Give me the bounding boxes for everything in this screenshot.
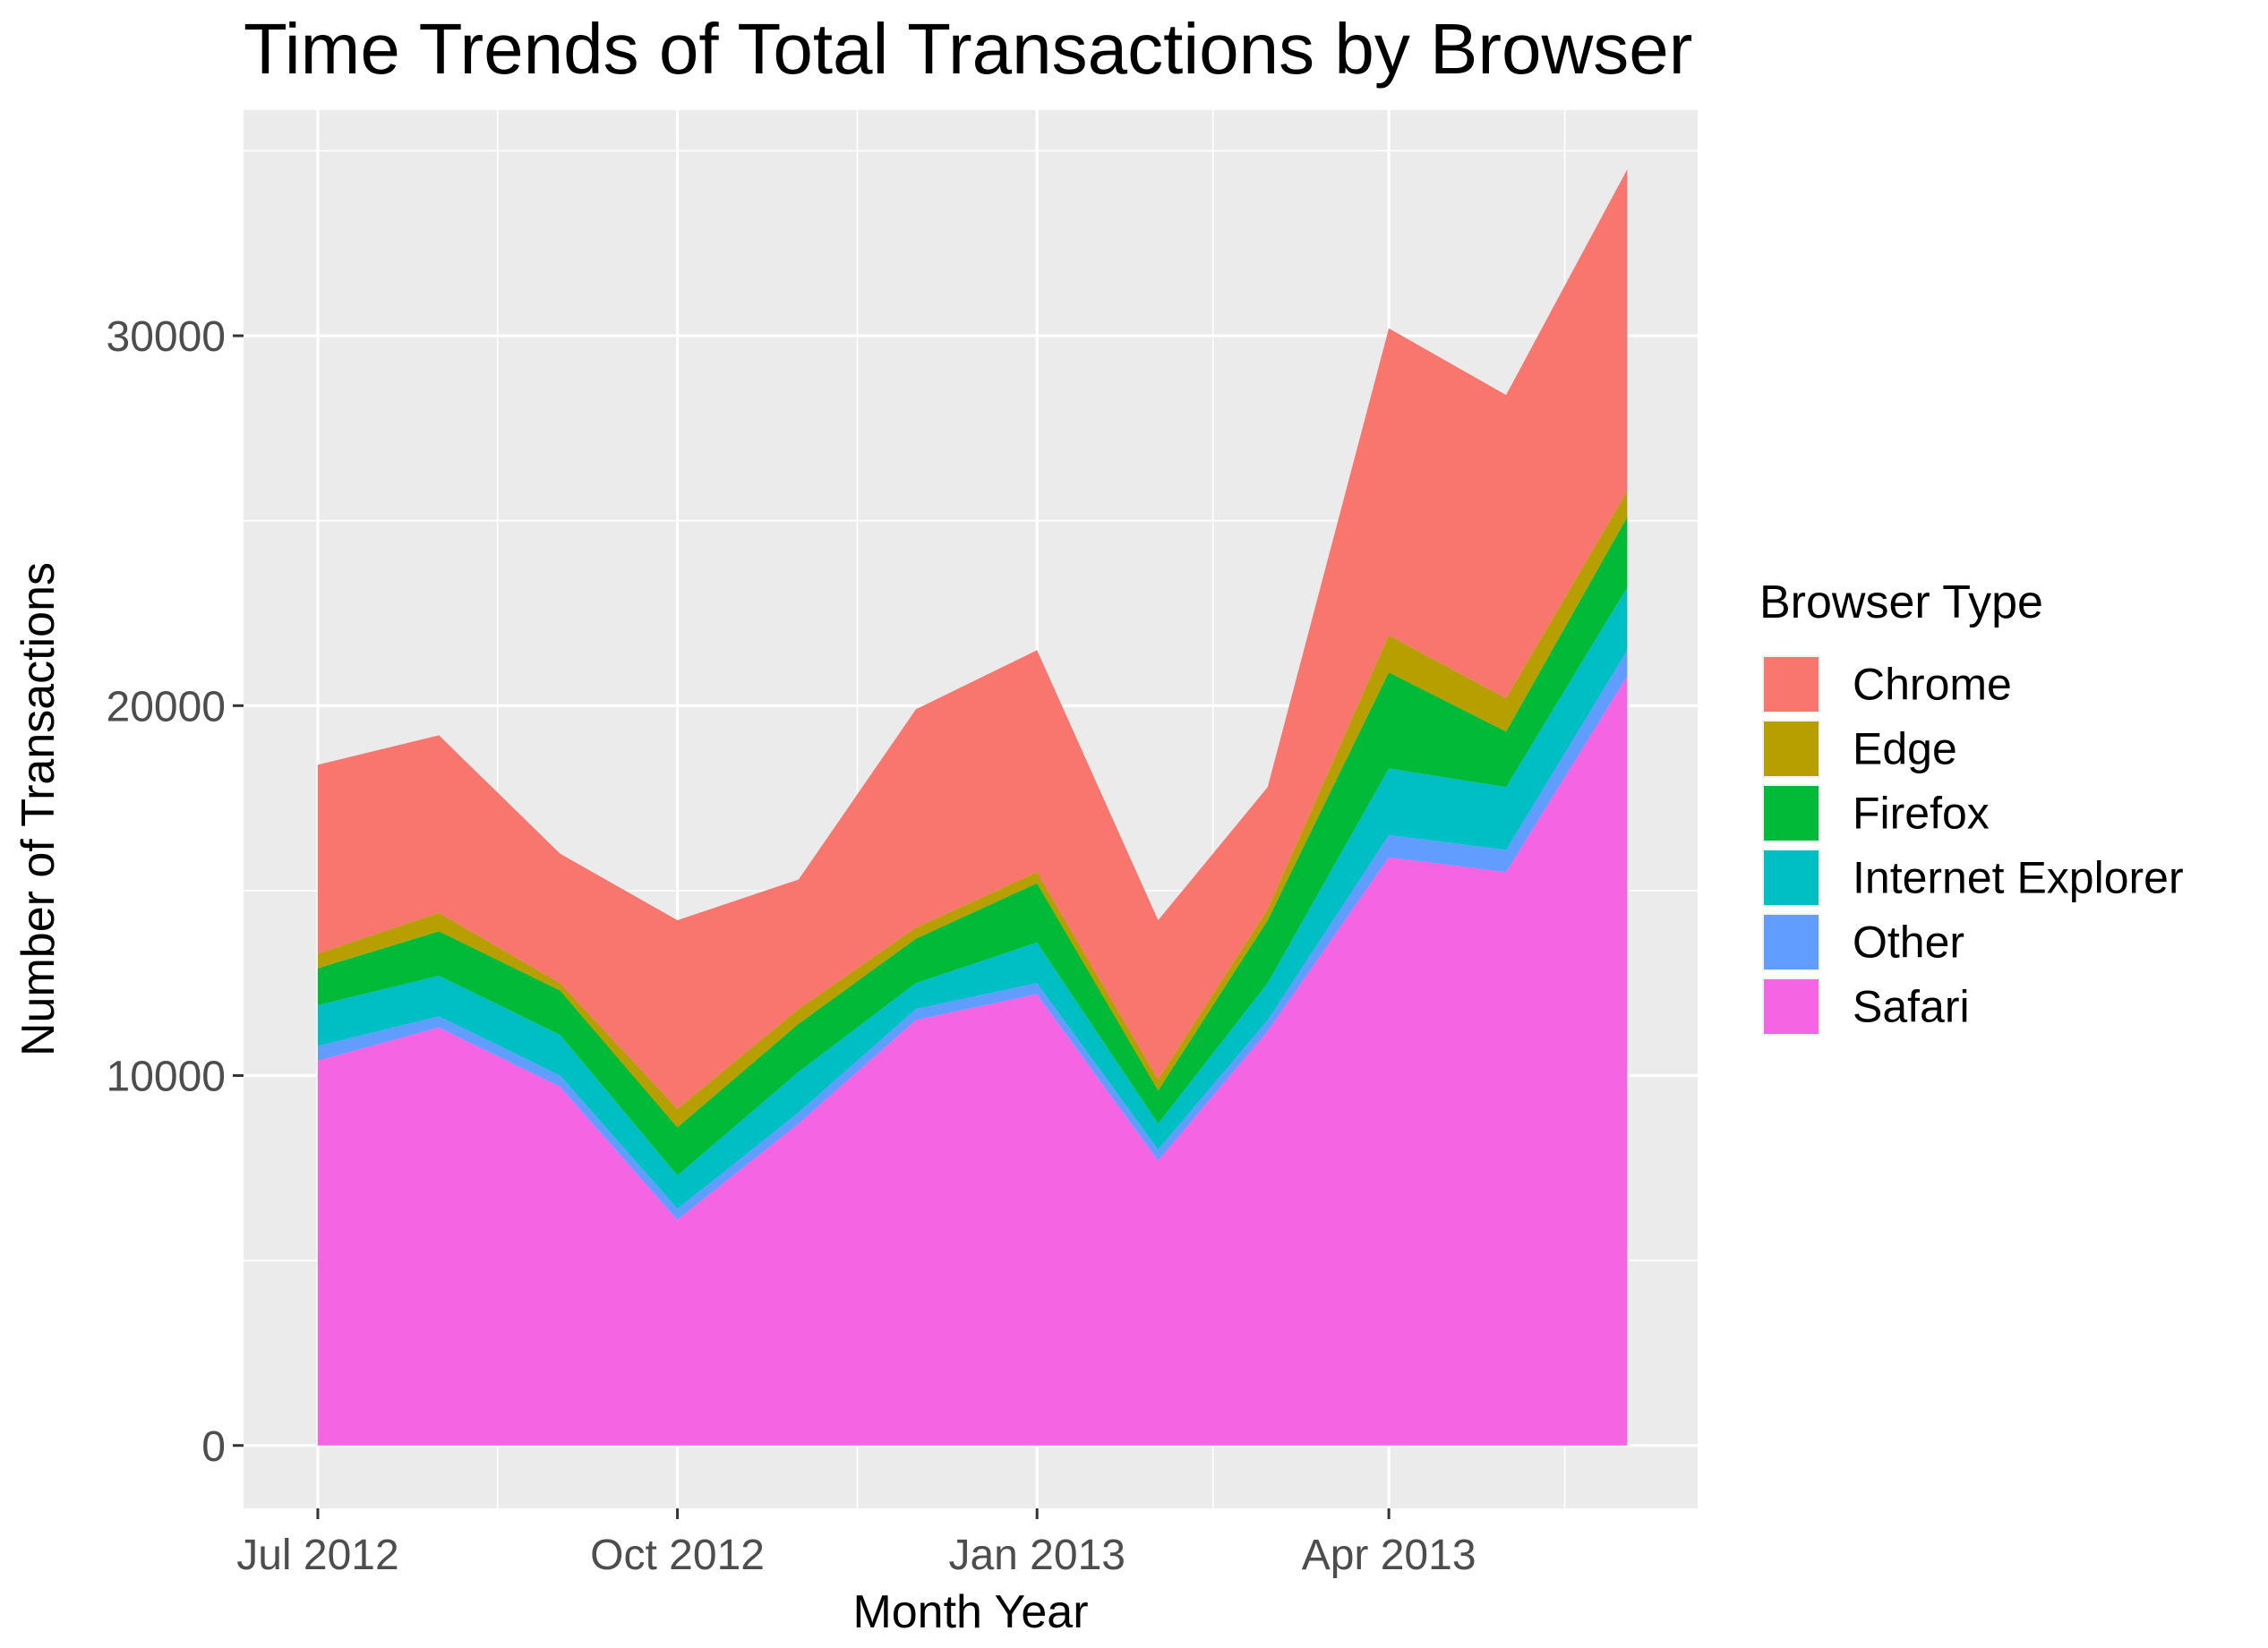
y-axis-title: Number of Transactions [13,562,64,1056]
legend-label-other: Other [1853,918,1964,968]
legend: Chrome Edge Firefox Internet Explorer Other S… [1762,655,2184,1036]
x-axis: Jul 2012 Oct 2012 Jan 2013 Apr 2013 [236,1508,1476,1579]
legend-title: Browser Type [1759,576,2043,628]
legend-label-safari: Safari [1853,982,1970,1032]
legend-label-chrome: Chrome [1853,660,2012,710]
legend-swatch-other [1764,915,1819,969]
x-axis-title: Month Year [852,1586,1088,1638]
legend-swatch-firefox [1764,786,1819,841]
x-tick-label: Jan 2013 [948,1532,1125,1579]
y-tick-label: 30000 [107,313,226,361]
y-tick-label: 0 [201,1423,226,1471]
x-tick-label: Jul 2012 [236,1532,398,1579]
legend-label-firefox: Firefox [1853,789,1990,839]
y-tick-label: 10000 [107,1054,226,1101]
x-tick-label: Apr 2013 [1302,1532,1476,1579]
legend-swatch-internet-explorer [1764,850,1819,905]
y-tick-label: 20000 [107,683,226,730]
legend-swatch-edge [1764,722,1819,776]
area-chrome [317,169,1628,1109]
legend-label-edge: Edge [1853,724,1957,774]
x-tick-label: Oct 2012 [590,1532,765,1579]
legend-label-internet-explorer: Internet Explorer [1853,853,2184,903]
area-safari [317,676,1628,1446]
chart-title: Time Trends of Total Transactions by Bro… [244,9,1692,89]
legend-swatch-safari [1764,979,1819,1034]
legend-swatch-chrome [1764,657,1819,712]
area-series [317,169,1628,1446]
y-axis: 0 10000 20000 30000 [107,313,244,1471]
